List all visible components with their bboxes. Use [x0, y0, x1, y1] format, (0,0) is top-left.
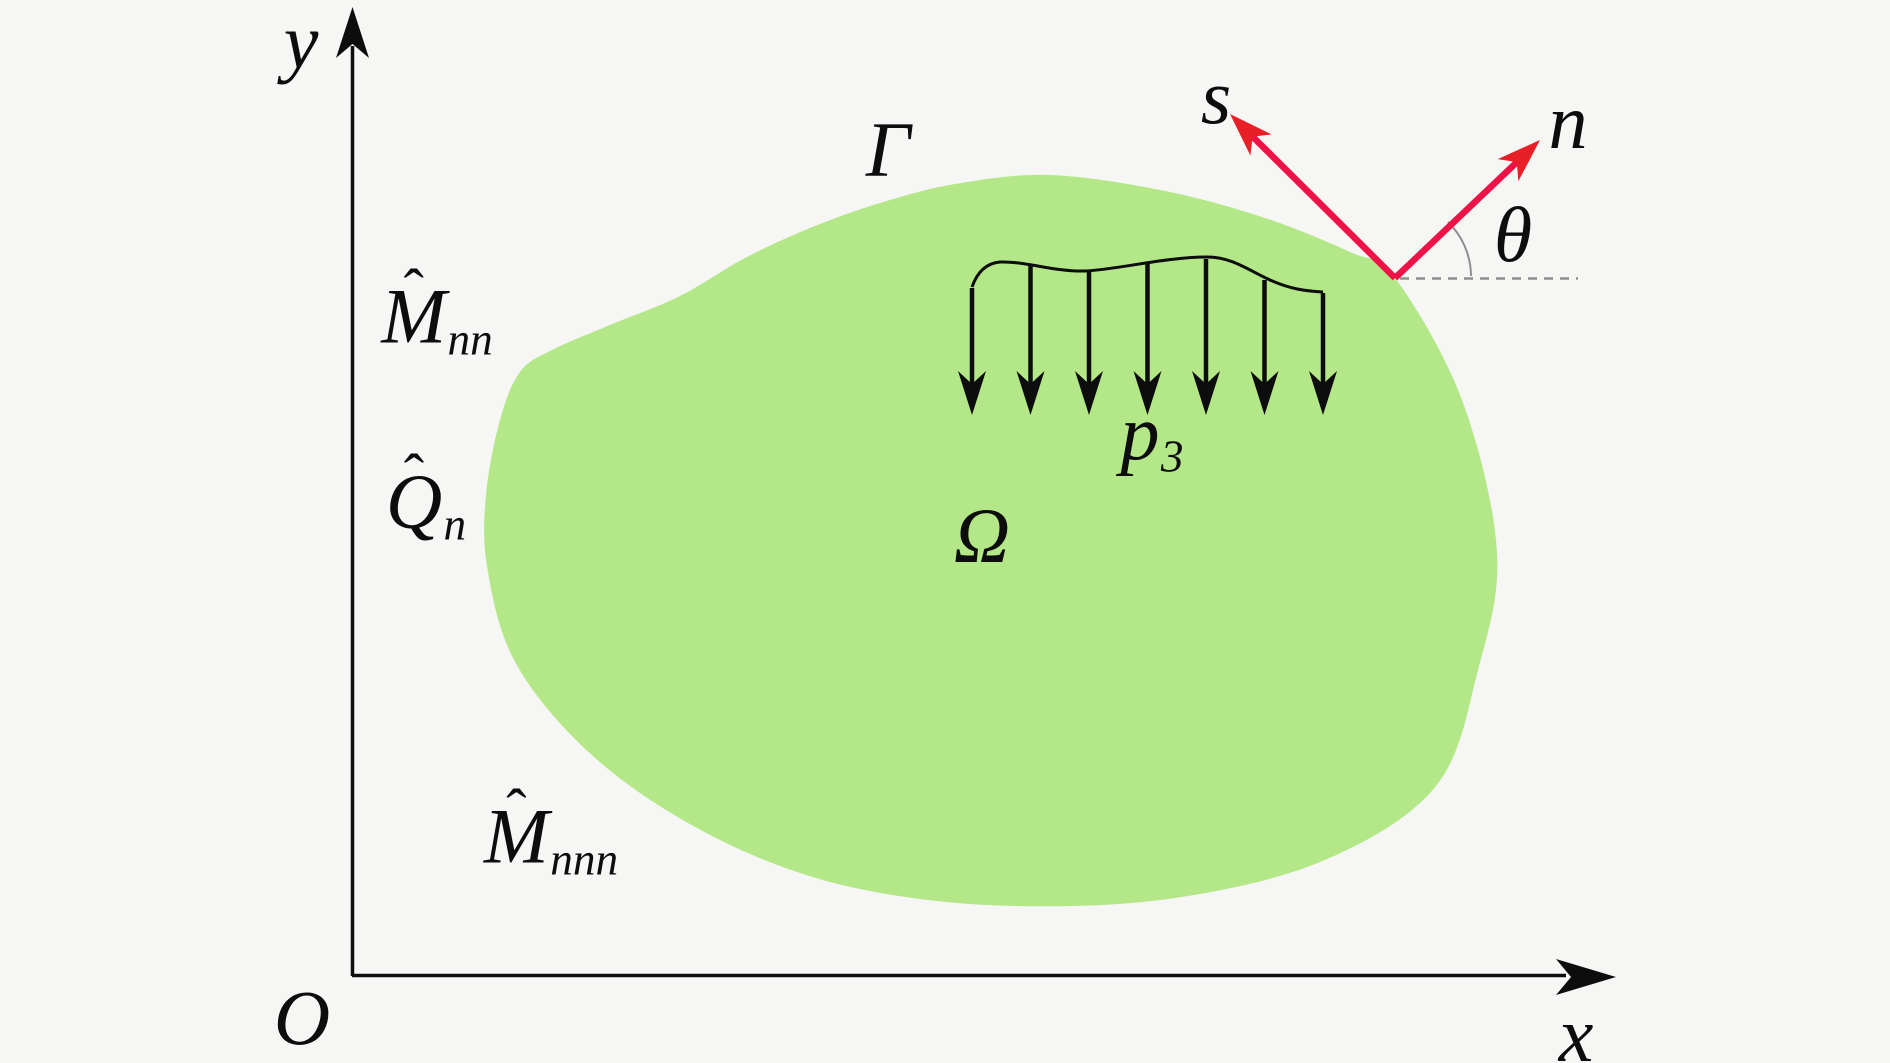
load-arrowhead: [1016, 371, 1045, 415]
hat-accent: ˆ: [403, 257, 424, 325]
moment-nnn-sub: nnn: [550, 834, 619, 885]
moment-nnn-label: ˆ Mnnn: [484, 780, 619, 885]
hat-accent: ˆ: [506, 777, 527, 845]
shear-n-label: ˆ Qn: [386, 445, 467, 550]
load-arrowhead: [1075, 371, 1103, 415]
y-axis-arrowhead: [336, 7, 369, 58]
load-label: p3: [1121, 394, 1184, 482]
load-intensity-curve: [970, 255, 1324, 294]
x-axis-arrowhead: [1556, 959, 1616, 995]
origin-label: O: [273, 974, 331, 1061]
boundary-vectors: [1230, 114, 1540, 281]
domain-region: [484, 174, 1498, 907]
load-arrowhead: [1133, 371, 1162, 415]
load-arrows: [958, 259, 1337, 415]
shear-n-base: Q: [385, 457, 443, 545]
normal-vector-label: n: [1548, 78, 1588, 165]
load-label-base: p: [1120, 389, 1160, 477]
load-arrowhead: [1309, 371, 1337, 415]
load-arrowhead: [1250, 371, 1279, 415]
angle-arc: [1447, 221, 1472, 277]
moment-nnn-base: M: [483, 792, 549, 880]
distributed-load: [958, 255, 1337, 415]
shear-n-sub: n: [443, 499, 467, 550]
normal-vector-arrowhead: [1497, 140, 1540, 182]
load-arrowhead: [958, 371, 986, 415]
hat-accent: ˆ: [403, 442, 425, 510]
tangent-vector-label: s: [1200, 53, 1232, 140]
moment-nn-base: M: [381, 272, 447, 360]
moment-nn-sub: nn: [447, 314, 493, 365]
tangent-vector-line: [1249, 133, 1398, 281]
tangent-vector-arrowhead: [1230, 114, 1272, 156]
normal-vector-line: [1392, 159, 1520, 281]
boundary-label: Γ: [865, 106, 911, 193]
x-axis-label: x: [1558, 991, 1594, 1063]
axes: [336, 7, 1616, 995]
angle-label: θ: [1493, 191, 1533, 278]
domain-label: Ω: [953, 492, 1011, 579]
load-label-sub: 3: [1160, 431, 1184, 482]
y-axis-label: y: [283, 0, 319, 85]
moment-nn-label: ˆ Mnn: [381, 260, 493, 365]
load-arrowhead: [1192, 371, 1220, 415]
